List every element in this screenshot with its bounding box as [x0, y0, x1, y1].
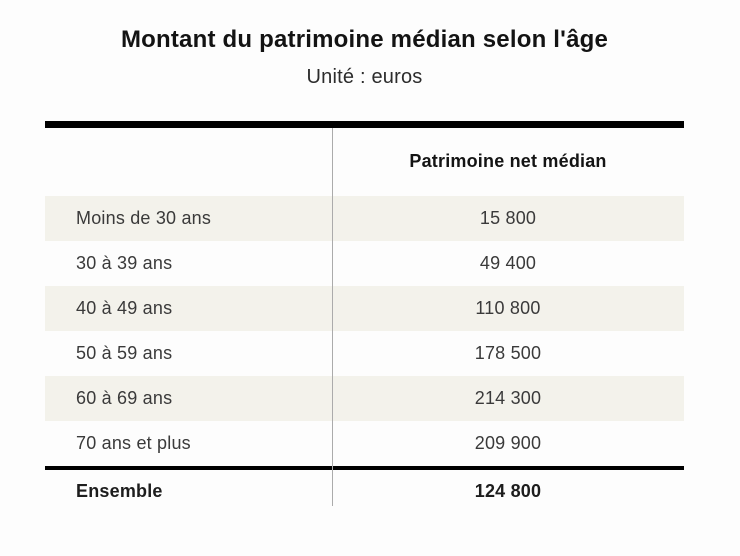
data-table: Patrimoine net médian Moins de 30 ans 15…	[45, 120, 684, 514]
column-divider	[332, 127, 333, 506]
table-row: 70 ans et plus 209 900	[45, 421, 684, 466]
row-value: 178 500	[474, 342, 542, 363]
row-value: 214 300	[474, 387, 542, 408]
row-label: 70 ans et plus	[76, 432, 191, 453]
table-row: 30 à 39 ans 49 400	[45, 241, 684, 286]
row-label: 50 à 59 ans	[76, 342, 173, 363]
page-title: Montant du patrimoine médian selon l'âge	[120, 26, 609, 53]
total-row: Ensemble 124 800	[45, 470, 684, 514]
total-rule	[45, 465, 684, 470]
row-label: 30 à 39 ans	[76, 252, 173, 273]
widget-content: Montant du patrimoine médian selon l'âge…	[45, 26, 684, 514]
row-label: 40 à 49 ans	[76, 297, 173, 318]
table-row: 40 à 49 ans 110 800	[45, 285, 684, 331]
table-row: 50 à 59 ans 178 500	[45, 331, 684, 376]
row-value: 110 800	[475, 297, 541, 318]
row-value: 15 800	[479, 207, 537, 228]
table-row: Moins de 30 ans 15 800	[45, 195, 684, 241]
top-rule	[45, 120, 684, 128]
row-value: 49 400	[479, 252, 537, 273]
table-header-row: Patrimoine net médian	[45, 128, 684, 196]
row-value: 209 900	[474, 432, 542, 453]
unit-label: Unité : euros	[306, 65, 423, 88]
row-label: Moins de 30 ans	[76, 207, 212, 228]
table-row: 60 à 69 ans 214 300	[45, 375, 684, 421]
total-label: Ensemble	[76, 481, 163, 502]
column-header: Patrimoine net médian	[409, 151, 607, 172]
row-label: 60 à 69 ans	[76, 387, 173, 408]
total-value: 124 800	[474, 481, 542, 502]
